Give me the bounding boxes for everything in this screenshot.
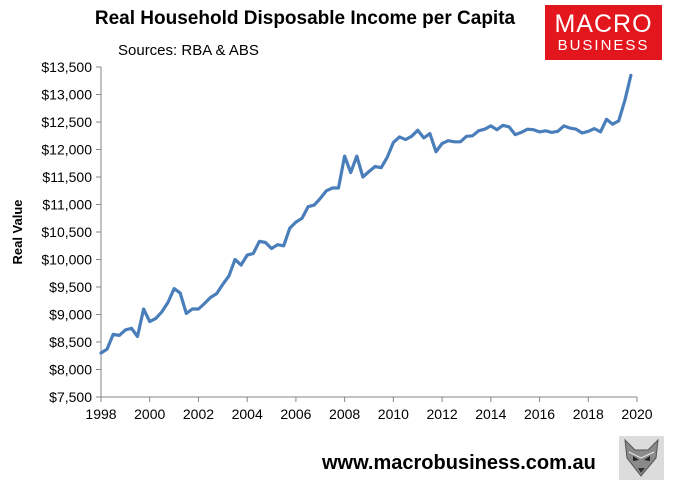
x-tick-label: 2016 [524,406,555,422]
x-tick-label: 2018 [573,406,604,422]
y-tick-label: $9,500 [49,279,92,295]
y-tick-label: $10,000 [41,252,92,268]
logo-line-1: MACRO [554,10,653,38]
y-tick-label: $12,500 [41,114,92,130]
website-url: www.macrobusiness.com.au [322,452,596,474]
y-tick-label: $8,500 [49,334,92,350]
y-tick-label: $10,500 [41,224,92,240]
x-tick-label: 1998 [85,406,116,422]
x-tick-label: 2020 [621,406,652,422]
x-tick-label: 2000 [134,406,165,422]
chart-subtitle: Sources: RBA & ABS [118,42,259,59]
x-tick-label: 2002 [183,406,214,422]
y-tick-label: $12,000 [41,142,92,158]
x-tick-label: 2008 [329,406,360,422]
y-tick-label: $8,000 [49,362,92,378]
x-tick-label: 2010 [378,406,409,422]
chart-title: Real Household Disposable Income per Cap… [94,8,516,29]
y-tick-label: $13,500 [41,59,92,75]
y-tick-label: $7,500 [49,389,92,405]
x-tick-label: 2006 [280,406,311,422]
y-tick-label: $9,000 [49,307,92,323]
x-tick-label: 2014 [475,406,506,422]
macrobusiness-logo: MACRO BUSINESS [545,5,662,60]
y-tick-label: $11,000 [42,197,92,213]
series-line [99,73,633,355]
y-axis-label: Real Value [10,199,25,264]
logo-line-2: BUSINESS [557,37,650,54]
fox-icon [619,436,664,480]
x-tick-label: 2012 [427,406,458,422]
x-tick-label: 2004 [232,406,263,422]
y-tick-label: $11,500 [42,169,92,185]
y-tick-label: $13,000 [41,87,92,103]
